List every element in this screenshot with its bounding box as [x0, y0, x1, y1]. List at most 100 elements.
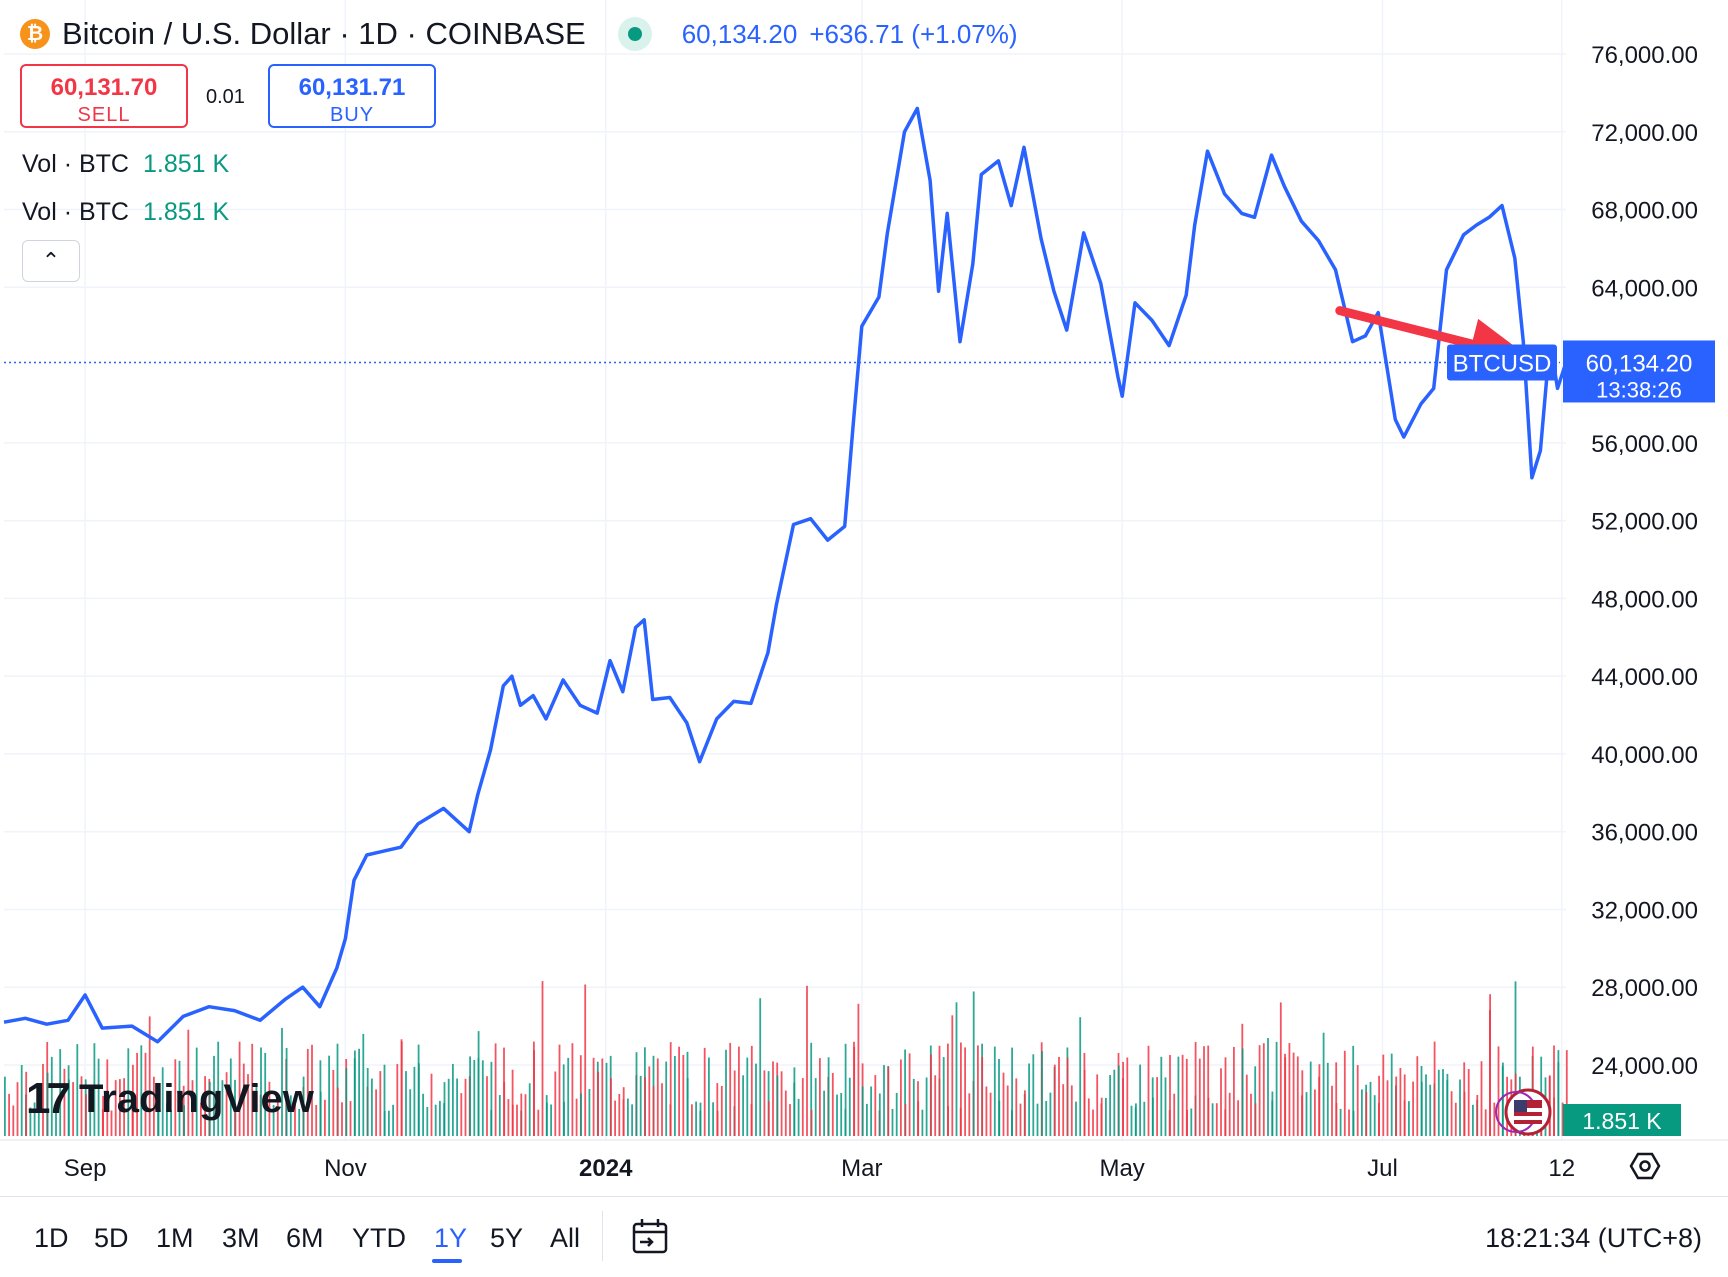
volume-bar: [904, 1103, 907, 1136]
range-button-6m[interactable]: 6M: [286, 1223, 324, 1253]
volume-bar: [938, 1045, 941, 1136]
volume-bar: [473, 1060, 476, 1136]
volume-bar: [947, 1043, 949, 1136]
tradingview-logo[interactable]: 17 TradingView: [26, 1074, 314, 1124]
y-tick-label: 32,000.00: [1591, 897, 1698, 924]
range-button-5d[interactable]: 5D: [94, 1223, 129, 1253]
volume-bar: [1258, 1045, 1261, 1136]
volume-bar: [1079, 1017, 1082, 1136]
volume-bar: [63, 1068, 66, 1136]
volume-bar: [276, 1093, 279, 1136]
sell-price: 60,131.70: [50, 74, 158, 101]
volume-bar: [33, 1102, 36, 1136]
volume-bar: [840, 1093, 843, 1136]
volume-bar: [76, 1044, 79, 1136]
volume-bar: [110, 1110, 113, 1136]
volume-bar: [25, 1071, 28, 1136]
volume-bar: [1105, 1097, 1107, 1136]
flag-stripe-white: [1514, 1108, 1542, 1112]
volume-bar: [546, 1102, 548, 1136]
volume-bar: [392, 1104, 394, 1136]
volume-bar: [1169, 1055, 1171, 1136]
volume-bar: [1049, 1092, 1052, 1136]
toolbar-divider: [602, 1211, 603, 1261]
volume-bar: [550, 1104, 552, 1136]
volume-bar: [1126, 1057, 1129, 1136]
volume-bar: [1301, 1070, 1304, 1136]
btcusd-price-series: [3, 106, 1568, 1044]
tradingview-mark: 17: [26, 1074, 71, 1123]
range-button-3m[interactable]: 3M: [222, 1223, 260, 1253]
volume-bar: [434, 1104, 437, 1136]
volume-bar: [1198, 1058, 1201, 1136]
volume-bar: [793, 1067, 796, 1136]
volume-bar: [1326, 1062, 1329, 1136]
volume-bar: [306, 1048, 309, 1136]
volume-bar: [1262, 1043, 1265, 1136]
volume-bar: [255, 1083, 258, 1136]
volume-bar: [1241, 1048, 1244, 1136]
sell-button[interactable]: 60,131.70 SELL: [20, 64, 188, 128]
clock-timezone[interactable]: 18:21:34 (UTC+8): [1485, 1223, 1702, 1253]
volume-bar: [1565, 1050, 1568, 1136]
range-button-ytd[interactable]: YTD: [352, 1223, 406, 1253]
volume-bar: [1041, 1051, 1043, 1136]
volume-bar: [221, 1080, 224, 1136]
volume-bar: [1058, 1056, 1060, 1136]
price-chart[interactable]: 76,000.00 72,000.00 68,000.00 64,000.00 56,0…: [0, 0, 1728, 1196]
volume-bar: [870, 1086, 872, 1136]
volume-bar: [16, 1082, 19, 1136]
volume-bar: [456, 1078, 458, 1136]
volume-legend-label: Vol · BTC: [22, 150, 129, 178]
volume-bar: [1514, 981, 1517, 1136]
volume-bar: [1237, 1100, 1239, 1136]
volume-bar: [1164, 1077, 1167, 1136]
volume-bar: [477, 1031, 480, 1136]
range-button-1y[interactable]: 1Y: [434, 1223, 468, 1253]
volume-bar: [968, 1093, 971, 1136]
market-open-icon: [617, 17, 652, 51]
volume-bar: [1442, 1069, 1444, 1136]
volume-bar: [1480, 1061, 1483, 1136]
volume-bar: [371, 1078, 373, 1136]
collapse-legend-button[interactable]: ⌃: [22, 240, 80, 282]
volume-bar: [1399, 1068, 1402, 1136]
volume-bar: [332, 1070, 335, 1136]
volume-bar: [375, 1089, 377, 1136]
volume-legend-2[interactable]: Vol · BTC 1.851 K: [22, 198, 229, 227]
volume-bar: [1446, 1073, 1449, 1136]
volume-bar: [908, 1053, 911, 1136]
y-tick-label: 76,000.00: [1591, 42, 1698, 69]
volume-bar: [281, 1027, 283, 1136]
volume-bar: [1024, 1090, 1026, 1136]
volume-bar: [528, 1083, 531, 1136]
symbol-title[interactable]: Bitcoin / U.S. Dollar · 1D · COINBASE: [62, 16, 586, 51]
volume-bar: [302, 1076, 305, 1136]
volume-legend-1[interactable]: Vol · BTC 1.851 K: [22, 150, 229, 179]
volume-bar: [712, 1102, 714, 1136]
volume-bar: [268, 1081, 271, 1136]
volume-bar: [383, 1111, 386, 1136]
bottom-toolbar: 1D 5D 1M 3M 6M YTD 1Y 5Y All 18:21:34 (UTC+8): [0, 1196, 1728, 1277]
calendar-goto-icon[interactable]: [628, 1215, 672, 1259]
volume-bar: [746, 1057, 749, 1136]
volume-bar: [85, 1094, 87, 1136]
volume-bar: [481, 1060, 484, 1136]
volume-bar: [857, 1003, 860, 1136]
buy-button[interactable]: 60,131.71 BUY: [268, 64, 436, 128]
volume-bar: [1459, 1079, 1461, 1136]
volume-bar: [891, 1109, 894, 1136]
range-button-all[interactable]: All: [550, 1223, 581, 1253]
volume-bar: [904, 1049, 906, 1136]
volume-bar: [247, 1074, 249, 1136]
chart-settings-icon[interactable]: [1629, 1152, 1661, 1180]
range-button-1m[interactable]: 1M: [156, 1223, 194, 1253]
range-button-1d[interactable]: 1D: [34, 1223, 69, 1253]
volume-bar: [575, 1098, 578, 1136]
volume-bar: [678, 1046, 680, 1136]
range-button-5y[interactable]: 5Y: [490, 1223, 524, 1253]
volume-bar: [1429, 1084, 1432, 1136]
volume-bar: [1318, 1064, 1321, 1136]
volume-bar: [358, 1048, 360, 1136]
volume-bar: [934, 1075, 937, 1136]
